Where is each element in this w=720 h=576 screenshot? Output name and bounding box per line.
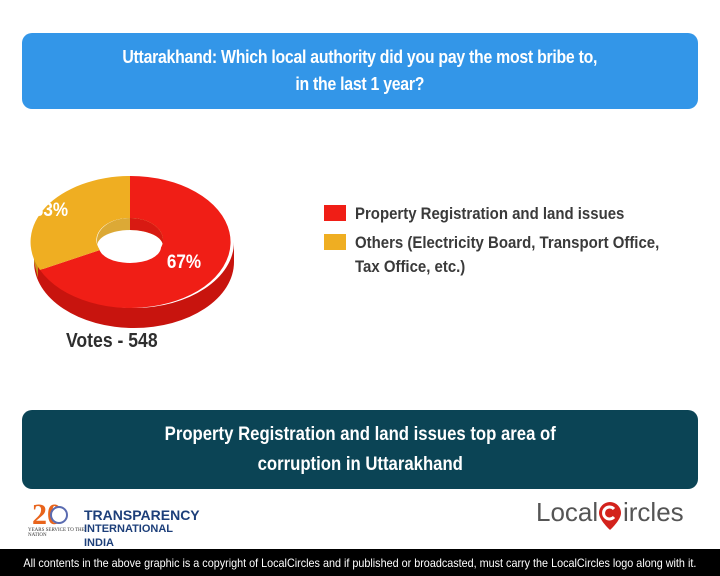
localcircles-logo: Local ircles [536,497,696,537]
chart-legend: Property Registration and land issues Ot… [324,202,720,284]
legend-item-others: Others (Electricity Board, Transport Off… [324,231,720,279]
ti-20-years-emblem-icon: 20 YEARS SERVICE TO THE NATION [28,498,85,538]
legend-label: Others (Electricity Board, Transport Off… [355,233,660,276]
slice-label-others: 33% [33,200,69,221]
question-banner: Uttarakhand: Which local authority did y… [22,33,698,109]
slice-others [30,176,130,270]
conclusion-banner: Property Registration and land issues to… [22,410,698,489]
donut-chart: 33% 67% [20,150,250,360]
slice-property-registration [40,175,231,308]
legend-swatch-yellow [324,234,346,250]
copyright-text: All contents in the above graphic is a c… [23,555,697,570]
slice-label-property: 67% [166,252,202,273]
ti-name: TRANSPARENCY INTERNATIONAL INDIA [84,507,200,549]
copyright-footer: All contents in the above graphic is a c… [0,549,720,576]
donut-chart-graphic [30,175,234,328]
transparency-international-logo: 20 YEARS SERVICE TO THE NATION TRANSPARE… [24,498,200,549]
legend-swatch-red [324,205,346,221]
conclusion-text: Property Registration and land issues to… [164,423,556,475]
votes-count: Votes - 548 [66,330,158,352]
chakra-icon [50,506,68,524]
legend-item-property: Property Registration and land issues [324,202,720,226]
legend-label: Property Registration and land issues [355,204,625,223]
question-title: Uttarakhand: Which local authority did y… [122,47,598,94]
location-pin-icon [599,502,621,530]
